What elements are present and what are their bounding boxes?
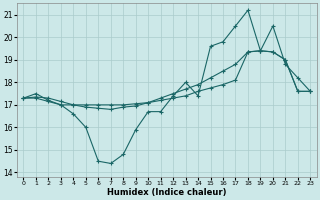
X-axis label: Humidex (Indice chaleur): Humidex (Indice chaleur)	[107, 188, 227, 197]
